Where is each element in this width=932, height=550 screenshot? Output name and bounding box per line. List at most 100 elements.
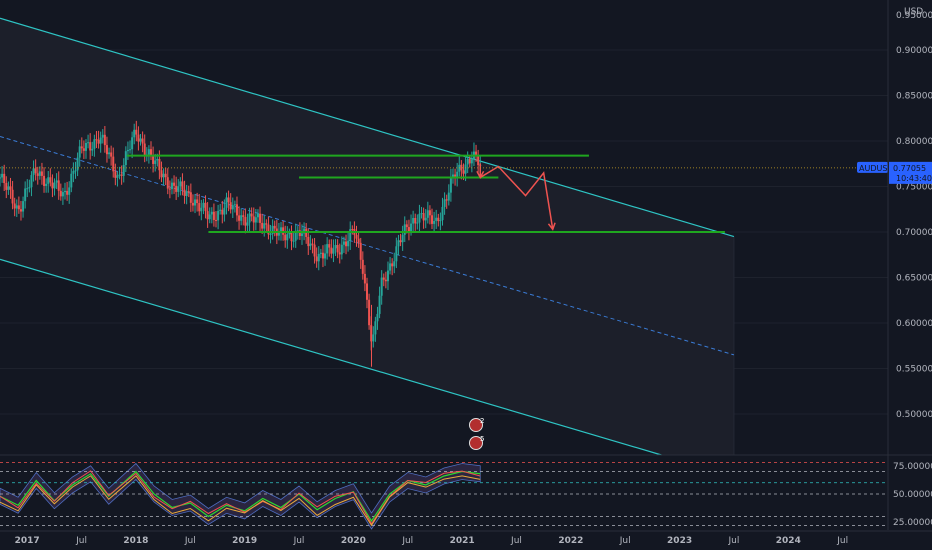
candle-body — [154, 160, 157, 164]
candle-body — [173, 182, 176, 186]
oscillator-tick-label: 75.00000 — [893, 462, 932, 472]
channel-lower-line[interactable] — [0, 258, 662, 456]
price-axis[interactable]: 0.90000 0.85000 0.80000 0.75000 0.70000 0.650… — [857, 7, 932, 528]
candle-body — [17, 205, 20, 210]
candle-body — [131, 137, 134, 150]
candle-body — [7, 186, 10, 190]
candle-body — [466, 159, 469, 165]
idea-marker-icon[interactable] — [469, 418, 483, 432]
candle-body — [13, 203, 16, 209]
candle-body — [212, 211, 215, 220]
candle-body — [61, 192, 64, 197]
candle-body — [95, 139, 98, 141]
currency-label: USD — [904, 7, 923, 17]
candle-body — [5, 183, 8, 190]
channel-fill — [0, 18, 734, 455]
candle-body — [114, 171, 117, 178]
candle-body — [242, 215, 245, 217]
candle-body — [84, 142, 87, 151]
candle-body — [315, 256, 318, 262]
idea-marker-icon[interactable] — [469, 436, 483, 450]
channel-upper-line[interactable] — [0, 17, 735, 238]
price-tick-label: 0.70000 — [896, 228, 932, 238]
candle-countdown: 10:43:40 — [896, 174, 932, 183]
candle-body — [412, 217, 415, 224]
candle-body — [351, 229, 354, 231]
candle-body — [162, 173, 165, 178]
candle-body — [26, 188, 29, 190]
candle-body — [158, 158, 161, 171]
candle-body — [11, 189, 14, 204]
candle-body — [263, 223, 266, 229]
candle-body — [80, 146, 83, 149]
candle-body — [458, 164, 461, 172]
time-tick-label: Jul — [836, 536, 848, 546]
candle-body — [1, 173, 4, 178]
candle-body — [231, 205, 234, 210]
oscillator-pane[interactable] — [0, 462, 888, 530]
candle-body — [238, 215, 241, 221]
time-axis[interactable]: 2017 Jul 2018 Jul 2019 Jul 2020 Jul 2021 Jul 2022 J… — [15, 536, 848, 546]
candle-body — [248, 213, 251, 223]
candle-body — [124, 151, 127, 165]
candle-body — [204, 202, 207, 212]
price-tick-label: 0.55000 — [896, 365, 932, 375]
candle-body — [357, 238, 360, 243]
candle-body — [336, 244, 339, 253]
oscillator-line[interactable] — [0, 470, 481, 523]
candle-body — [309, 243, 312, 247]
candle-body — [296, 230, 299, 232]
candle-body — [416, 222, 419, 224]
main-price-pane[interactable] — [0, 17, 888, 456]
candle-body — [116, 175, 119, 178]
projection-path[interactable] — [479, 165, 554, 230]
candle-body — [240, 215, 243, 221]
candle-body — [198, 203, 201, 212]
channel-mid-line[interactable] — [0, 136, 735, 356]
candle-body — [349, 229, 352, 241]
candle-body — [235, 204, 238, 216]
candle-body — [303, 228, 306, 234]
candle-body — [368, 299, 371, 326]
oscillator-average-line[interactable] — [0, 475, 481, 527]
candle-body — [196, 199, 199, 204]
candle-body — [19, 209, 22, 212]
candle-body — [332, 248, 335, 254]
candle-body — [51, 182, 54, 189]
time-tick-label: 2019 — [232, 536, 257, 546]
candle-body — [74, 170, 77, 172]
candle-body — [361, 259, 364, 274]
candle-body — [363, 273, 366, 284]
candle-body — [246, 222, 249, 226]
time-tick-label: Jul — [510, 536, 522, 546]
candle-body — [143, 143, 146, 155]
candle-body — [221, 209, 224, 215]
candle-body — [225, 197, 228, 208]
candle-body — [244, 216, 247, 226]
price-tick-label: 0.90000 — [896, 46, 932, 56]
time-tick-label: 2024 — [776, 536, 801, 546]
candle-body — [374, 321, 377, 335]
oscillator-tick-label: 50.00000 — [893, 490, 932, 500]
candle-body — [170, 182, 173, 190]
candle-body — [462, 170, 465, 174]
candle-body — [294, 230, 297, 241]
candle-body — [89, 142, 92, 151]
candle-body — [53, 182, 56, 189]
oscillator-signal-line[interactable] — [0, 470, 481, 525]
candle-body — [72, 171, 75, 174]
candle-body — [424, 217, 427, 221]
candle-body — [401, 234, 404, 243]
candle-body — [227, 197, 230, 203]
candle-body — [407, 227, 410, 232]
candle-body — [282, 227, 285, 235]
candle-body — [328, 244, 331, 248]
candle-body — [389, 263, 392, 271]
candle-body — [28, 187, 31, 189]
candle-body — [431, 215, 434, 224]
candle-body — [418, 213, 421, 223]
price-tick-label: 0.60000 — [896, 319, 932, 329]
candle-body — [290, 232, 293, 242]
candle-body — [200, 207, 203, 212]
